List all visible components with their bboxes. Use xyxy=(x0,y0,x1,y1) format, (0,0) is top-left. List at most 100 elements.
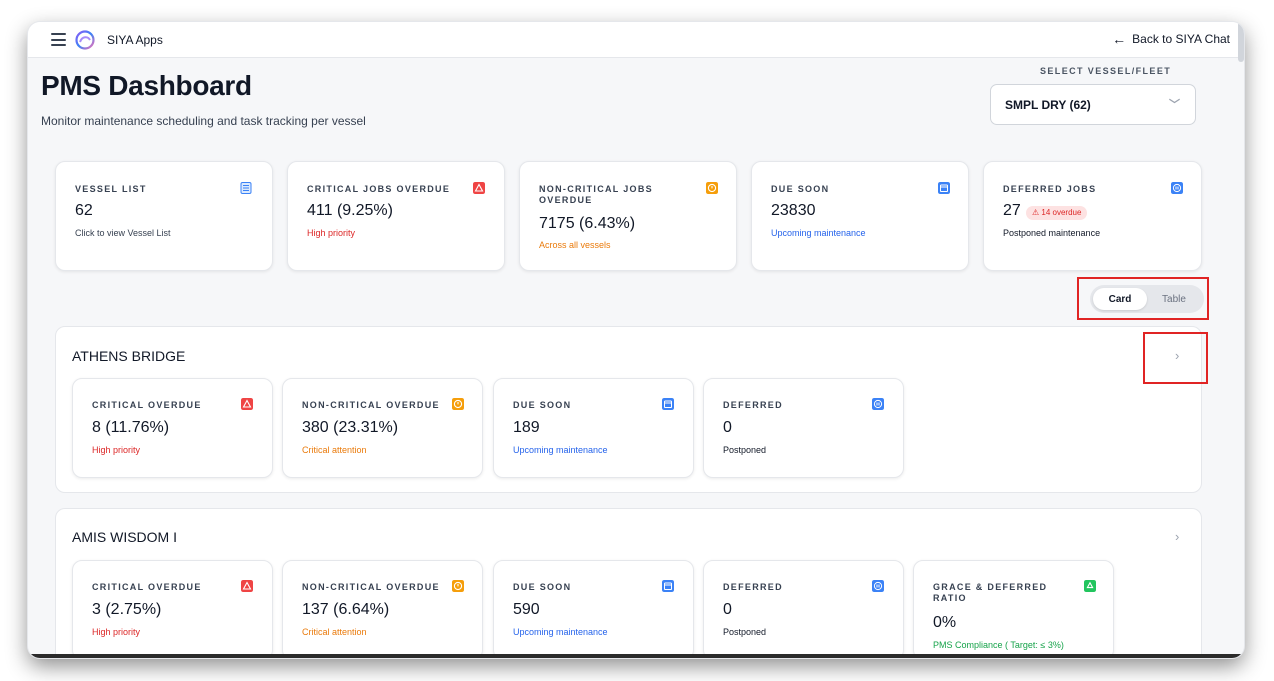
vessel-section: ATHENS BRIDGE › CRITICAL OVERDUE 8 (11.7… xyxy=(55,326,1202,493)
card-view-button[interactable]: Card xyxy=(1093,288,1147,310)
card-label: VESSEL LIST xyxy=(75,184,147,194)
card-note: Critical attention xyxy=(302,627,367,637)
deferred-jobs-card: DEFERRED JOBS 27 ⚠ 14 overdue Postponed … xyxy=(983,161,1202,271)
card-label-line2: RATIO xyxy=(933,593,967,603)
vessel-section: AMIS WISDOM I › CRITICAL OVERDUE 3 (2.75… xyxy=(55,508,1202,658)
card-value: 137 (6.64%) xyxy=(302,601,390,618)
noncritical-overdue-card: NON-CRITICAL OVERDUE 380 (23.31%) Critic… xyxy=(282,378,483,478)
card-note: Upcoming maintenance xyxy=(513,445,608,455)
back-link-label: Back to SIYA Chat xyxy=(1132,32,1230,46)
overdue-badge: ⚠ 14 overdue xyxy=(1026,206,1088,220)
card-note: High priority xyxy=(92,445,141,455)
card-value: 0 xyxy=(723,601,732,618)
pause-icon xyxy=(872,398,884,410)
chevron-highlight-box xyxy=(1143,332,1208,384)
card-label: CRITICAL JOBS OVERDUE xyxy=(307,184,451,194)
calendar-icon xyxy=(662,580,674,592)
card-label-line1: GRACE & DEFERRED xyxy=(933,582,1048,592)
noncritical-overdue-card: NON-CRITICAL OVERDUE 137 (6.64%) Critica… xyxy=(282,560,483,658)
card-label: DEFERRED xyxy=(723,582,783,592)
card-value: 380 (23.31%) xyxy=(302,419,399,436)
vessel-name: AMIS WISDOM I xyxy=(72,529,177,545)
deferred-card: DEFERRED 0 Postponed xyxy=(703,560,904,658)
card-note: PMS Compliance ( Target: ≤ 3%) xyxy=(933,640,1064,650)
app-window: SIYA Apps ← Back to SIYA Chat PMS Dashbo… xyxy=(28,22,1244,658)
card-value: 590 xyxy=(513,601,540,618)
critical-jobs-card: CRITICAL JOBS OVERDUE 411 (9.25%) High p… xyxy=(287,161,505,271)
vessel-select-label: SELECT VESSEL/FLEET xyxy=(1040,66,1172,76)
alert-circle-icon xyxy=(706,182,718,194)
due-soon-card: DUE SOON 590 Upcoming maintenance xyxy=(493,560,694,658)
alert-circle-icon xyxy=(452,398,464,410)
card-note: High priority xyxy=(92,627,141,637)
menu-icon[interactable] xyxy=(51,33,66,46)
card-label-line2: OVERDUE xyxy=(539,195,593,205)
card-label: DUE SOON xyxy=(513,582,572,592)
card-value: 8 (11.76%) xyxy=(92,419,170,436)
arrow-left-icon: ← xyxy=(1112,31,1127,47)
vessel-select-value: SMPL DRY (62) xyxy=(1005,97,1091,112)
card-value: 411 (9.25%) xyxy=(307,202,393,219)
list-icon xyxy=(240,182,252,194)
calendar-icon xyxy=(662,398,674,410)
card-value: 0 xyxy=(723,419,732,436)
page-subtitle: Monitor maintenance scheduling and task … xyxy=(41,114,366,128)
warning-triangle-icon xyxy=(241,398,253,410)
app-title: SIYA Apps xyxy=(107,33,163,47)
card-label: DUE SOON xyxy=(513,400,572,410)
warning-triangle-icon xyxy=(241,580,253,592)
vessel-list-card[interactable]: VESSEL LIST 62 Click to view Vessel List xyxy=(55,161,273,271)
chevron-down-icon: ﹀ xyxy=(1169,99,1180,111)
alert-circle-icon xyxy=(452,580,464,592)
critical-overdue-card: CRITICAL OVERDUE 3 (2.75%) High priority xyxy=(72,560,273,658)
pause-icon xyxy=(872,580,884,592)
due-soon-card: DUE SOON 23830 Upcoming maintenance xyxy=(751,161,969,271)
vessel-name: ATHENS BRIDGE xyxy=(72,348,186,364)
critical-overdue-card: CRITICAL OVERDUE 8 (11.76%) High priorit… xyxy=(72,378,273,478)
card-note: High priority xyxy=(307,228,356,238)
noncritical-jobs-card: NON-CRITICAL JOBS OVERDUE 7175 (6.43%) A… xyxy=(519,161,737,271)
back-to-chat-link[interactable]: ← Back to SIYA Chat xyxy=(1112,32,1230,46)
grace-deferred-ratio-card: GRACE & DEFERRED RATIO 0% PMS Compliance… xyxy=(913,560,1114,658)
chevron-right-icon[interactable]: › xyxy=(1175,529,1180,544)
card-label: DEFERRED JOBS xyxy=(1003,184,1097,194)
card-label: NON-CRITICAL OVERDUE xyxy=(302,400,440,410)
card-note: Upcoming maintenance xyxy=(771,228,866,238)
card-note: Postponed xyxy=(723,445,767,455)
toggle-highlight-box xyxy=(1077,277,1209,320)
pause-icon xyxy=(1171,182,1183,194)
card-note: Click to view Vessel List xyxy=(75,228,171,238)
recycle-icon xyxy=(1084,580,1096,592)
card-value: 7175 (6.43%) xyxy=(539,215,636,232)
view-toggle: Card Table xyxy=(1090,285,1204,313)
card-note: Critical attention xyxy=(302,445,367,455)
card-label-line1: NON-CRITICAL JOBS xyxy=(539,184,653,194)
card-label: CRITICAL OVERDUE xyxy=(92,582,202,592)
card-label: DEFERRED xyxy=(723,400,783,410)
deferred-card: DEFERRED 0 Postponed xyxy=(703,378,904,478)
card-note: Across all vessels xyxy=(539,240,611,250)
card-label: GRACE & DEFERRED RATIO xyxy=(933,582,1047,604)
card-note: Postponed xyxy=(723,627,767,637)
top-bar: SIYA Apps ← Back to SIYA Chat xyxy=(28,22,1244,62)
card-value: 3 (2.75%) xyxy=(92,601,162,618)
due-soon-card: DUE SOON 189 Upcoming maintenance xyxy=(493,378,694,478)
calendar-icon xyxy=(938,182,950,194)
siya-logo-icon xyxy=(75,30,95,50)
warning-triangle-icon xyxy=(473,182,485,194)
chevron-right-icon[interactable]: › xyxy=(1175,348,1180,363)
card-value: 189 xyxy=(513,419,540,436)
card-label: NON-CRITICAL OVERDUE xyxy=(302,582,440,592)
card-label: NON-CRITICAL JOBS OVERDUE xyxy=(539,184,653,206)
scrollbar[interactable] xyxy=(1238,22,1244,62)
card-value: 27 xyxy=(1003,202,1021,219)
card-value: 62 xyxy=(75,202,93,219)
card-value: 0% xyxy=(933,614,957,631)
table-view-button[interactable]: Table xyxy=(1162,293,1186,305)
page-title: PMS Dashboard xyxy=(41,70,252,101)
card-note: Upcoming maintenance xyxy=(513,627,608,637)
card-label: DUE SOON xyxy=(771,184,830,194)
vessel-select[interactable]: SMPL DRY (62) ﹀ xyxy=(990,84,1196,125)
card-note: Postponed maintenance xyxy=(1003,228,1101,238)
card-label: CRITICAL OVERDUE xyxy=(92,400,202,410)
